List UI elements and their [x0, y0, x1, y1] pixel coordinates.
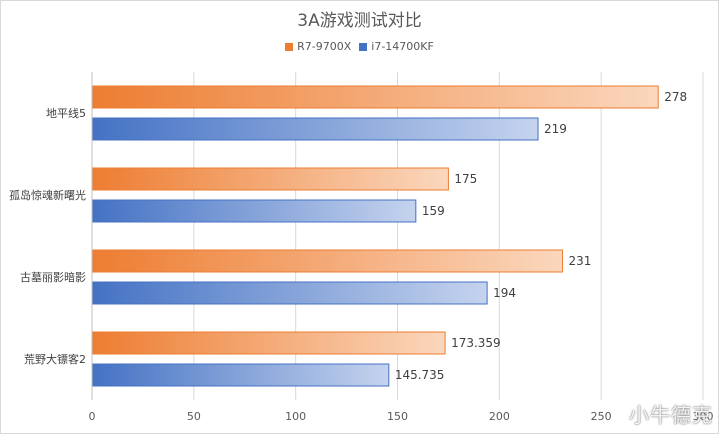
x-tick-label-150: 150 — [387, 410, 408, 423]
data-label-r7-2: 231 — [568, 254, 591, 268]
x-tick-label-250: 250 — [591, 410, 612, 423]
bar-r7-1 — [91, 167, 449, 191]
bar-i7-0 — [91, 117, 539, 141]
legend-item-r7: R7-9700X — [285, 40, 351, 53]
legend-swatch-r7 — [285, 42, 294, 51]
bar-r7-2 — [91, 249, 563, 273]
data-label-i7-3: 145.735 — [395, 368, 445, 382]
x-tick-label-50: 50 — [187, 410, 201, 423]
data-label-r7-1: 175 — [454, 172, 477, 186]
bar-i7-1 — [91, 199, 417, 223]
data-label-i7-0: 219 — [544, 122, 567, 136]
legend-label-i7: i7-14700KF — [371, 40, 434, 53]
legend: R7-9700X i7-14700KF — [0, 40, 719, 53]
data-label-i7-1: 159 — [422, 204, 445, 218]
legend-label-r7: R7-9700X — [297, 40, 352, 53]
category-label-2: 古墓丽影暗影 — [20, 270, 86, 284]
bar-i7-3 — [91, 363, 390, 387]
watermark-logo: 小牛德克 — [629, 403, 713, 427]
category-label-1: 孤岛惊魂新曙光 — [9, 188, 86, 202]
data-label-r7-0: 278 — [664, 90, 687, 104]
legend-swatch-i7 — [359, 42, 368, 51]
x-tick-label-0: 0 — [89, 410, 96, 423]
category-label-3: 荒野大镖客2 — [24, 352, 86, 366]
legend-item-i7: i7-14700KF — [359, 40, 434, 53]
x-tick-label-200: 200 — [489, 410, 510, 423]
x-tick-label-300: 300 — [693, 410, 714, 423]
chart-title: 3A游戏测试对比 — [297, 11, 422, 31]
bar-r7-0 — [91, 85, 659, 109]
data-label-i7-2: 194 — [493, 286, 516, 300]
x-tick-label-100: 100 — [285, 410, 306, 423]
bar-r7-3 — [91, 331, 446, 355]
category-label-0: 地平线5 — [46, 106, 86, 120]
bar-i7-2 — [91, 281, 488, 305]
data-label-r7-3: 173.359 — [451, 336, 501, 350]
